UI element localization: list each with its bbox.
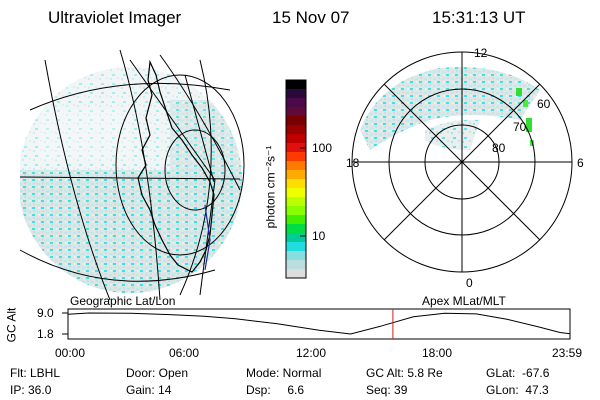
colorbar-swatch — [286, 116, 306, 126]
terminator-line — [204, 204, 211, 271]
info-ip: IP: 36.0 — [10, 383, 52, 397]
colorbar-swatch — [286, 251, 306, 261]
colorbar-swatch — [286, 161, 306, 171]
colorbar-swatch — [286, 269, 306, 279]
colorbar-swatch — [286, 197, 306, 207]
polar-plot-label: Apex MLat/MLT — [422, 294, 506, 308]
orbit-ytick-1-8: 1.8 — [37, 327, 54, 341]
geo-image — [20, 67, 242, 293]
coastline — [137, 59, 215, 273]
orbit-altitude-curve — [67, 312, 571, 335]
colorbar-swatch — [286, 188, 306, 198]
colorbar — [286, 80, 306, 279]
colorbar-tick-10: 10 — [312, 229, 326, 243]
colorbar-swatch — [286, 152, 306, 162]
info-filter: Flt: LBHL — [10, 366, 61, 380]
colorbar-swatch — [286, 107, 306, 117]
colorbar-swatch — [286, 233, 306, 243]
colorbar-tick-100: 100 — [312, 141, 333, 155]
mlat-label-80: 80 — [492, 141, 506, 155]
colorbar-label: photon cm⁻²s⁻¹ — [263, 145, 278, 229]
colorbar-swatch — [286, 134, 306, 144]
info-dsp: Dsp: 6.6 — [246, 383, 305, 397]
mlat-label-70: 70 — [513, 120, 527, 134]
colorbar-swatch — [286, 215, 306, 225]
info-door: Door: Open — [126, 366, 189, 380]
orbit-ytick-9: 9.0 — [37, 306, 54, 320]
orbit-xtick-0000: 00:00 — [55, 346, 86, 360]
geo-map-label: Geographic Lat/Lon — [70, 294, 176, 308]
mlt-label-18: 18 — [346, 156, 360, 170]
polar-grid — [351, 51, 573, 273]
orbit-xtick-1800: 18:00 — [422, 346, 453, 360]
mlt-label-0: 0 — [466, 276, 473, 290]
orbit-xtick-0600: 06:00 — [169, 346, 200, 360]
date-label: 15 Nov 07 — [272, 8, 350, 27]
colorbar-swatch — [286, 80, 306, 90]
colorbar-swatch — [286, 224, 306, 234]
colorbar-swatch — [286, 206, 306, 216]
info-gain: Gain: 14 — [126, 383, 172, 397]
orbit-plot-frame — [67, 308, 571, 340]
colorbar-swatch — [286, 242, 306, 252]
orbit-xtick-1200: 12:00 — [296, 346, 327, 360]
orbit-ylabel: GC Alt — [4, 307, 19, 343]
orbit-xtick-2359: 23:59 — [552, 346, 583, 360]
info-gc-alt: GC Alt: 5.8 Re — [366, 366, 443, 380]
colorbar-swatch — [286, 260, 306, 270]
colorbar-swatch — [286, 170, 306, 180]
colorbar-swatch — [286, 143, 306, 153]
mlat-label-60: 60 — [537, 97, 551, 111]
geo-grid — [19, 49, 245, 301]
instrument-title: Ultraviolet Imager — [48, 8, 182, 27]
time-label: 15:31:13 UT — [432, 8, 526, 27]
colorbar-swatch — [286, 179, 306, 189]
mlt-label-12: 12 — [474, 46, 488, 60]
info-glon: GLon: 47.3 — [486, 383, 549, 397]
info-mode: Mode: Normal — [246, 366, 322, 380]
info-seq: Seq: 39 — [366, 383, 408, 397]
colorbar-swatch — [286, 125, 306, 135]
mlt-label-6: 6 — [577, 156, 584, 170]
info-glat: GLat: -67.6 — [486, 366, 550, 380]
colorbar-swatch — [286, 98, 306, 108]
colorbar-swatch — [286, 89, 306, 99]
